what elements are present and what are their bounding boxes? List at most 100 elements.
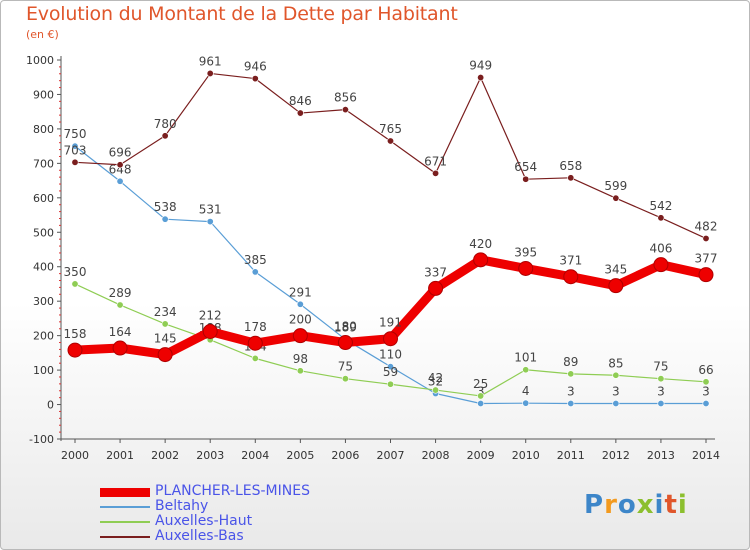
data-point xyxy=(432,386,440,394)
x-tick-label: 2004 xyxy=(241,449,269,462)
data-label: 66 xyxy=(698,363,713,377)
data-label: 946 xyxy=(244,60,267,74)
x-tick-label: 2012 xyxy=(602,449,630,462)
data-point xyxy=(296,300,304,308)
data-point xyxy=(563,269,579,285)
data-label: 406 xyxy=(649,242,672,256)
data-point xyxy=(612,371,620,379)
data-label: 765 xyxy=(379,122,402,136)
data-label: 658 xyxy=(559,159,582,173)
data-point xyxy=(157,347,173,363)
x-tick-label: 2007 xyxy=(377,449,405,462)
data-point xyxy=(653,257,669,273)
logo-letter: x xyxy=(636,490,655,520)
data-label: 180 xyxy=(334,320,357,334)
legend-swatch xyxy=(100,488,150,497)
x-tick-label: 2005 xyxy=(286,449,314,462)
data-label: 75 xyxy=(338,360,353,374)
data-point xyxy=(386,137,394,145)
data-point xyxy=(161,215,169,223)
data-point xyxy=(206,69,214,77)
chart-title: Evolution du Montant de la Dette par Hab… xyxy=(26,3,458,25)
data-label: 377 xyxy=(695,252,718,266)
y-tick-label: 300 xyxy=(33,295,54,308)
y-tick-label: 900 xyxy=(33,88,54,101)
y-tick-label: 800 xyxy=(33,123,54,136)
y-tick-label: 700 xyxy=(33,157,54,170)
data-point xyxy=(477,392,485,400)
data-point xyxy=(608,278,624,294)
data-point xyxy=(657,214,665,222)
data-label: 542 xyxy=(649,199,672,213)
data-point xyxy=(386,363,394,371)
proxiti-logo: Proxiti xyxy=(584,490,688,520)
y-tick-label: 0 xyxy=(47,399,54,412)
data-label: 671 xyxy=(424,154,447,168)
data-point xyxy=(702,234,710,242)
data-point xyxy=(473,252,489,268)
data-point xyxy=(341,375,349,383)
data-label: 4 xyxy=(522,384,530,398)
data-label: 385 xyxy=(244,253,267,267)
logo-letter: t xyxy=(664,490,678,520)
legend-label: Auxelles-Haut xyxy=(155,513,253,529)
data-label: 599 xyxy=(604,179,627,193)
data-point xyxy=(522,399,530,407)
y-tick-label: 600 xyxy=(33,192,54,205)
x-tick-label: 2013 xyxy=(647,449,675,462)
data-label: 291 xyxy=(289,285,312,299)
data-label: 3 xyxy=(477,385,485,399)
data-point xyxy=(251,75,259,83)
data-point xyxy=(112,340,128,356)
data-point xyxy=(296,109,304,117)
data-label: 750 xyxy=(64,127,87,141)
data-label: 178 xyxy=(244,320,267,334)
x-tick-label: 2002 xyxy=(151,449,179,462)
data-label: 482 xyxy=(695,219,718,233)
data-label: 856 xyxy=(334,91,357,105)
data-point xyxy=(386,380,394,388)
data-point xyxy=(567,174,575,182)
data-point xyxy=(161,320,169,328)
data-point xyxy=(202,324,218,340)
data-point xyxy=(161,132,169,140)
x-tick-label: 2009 xyxy=(467,449,495,462)
data-point xyxy=(71,280,79,288)
data-point xyxy=(477,400,485,408)
data-point xyxy=(71,142,79,150)
data-point xyxy=(567,370,575,378)
x-tick-label: 2006 xyxy=(331,449,359,462)
data-label: 703 xyxy=(64,143,87,157)
data-point xyxy=(251,268,259,276)
x-tick-label: 2000 xyxy=(61,449,89,462)
data-point xyxy=(522,175,530,183)
logo-letter: P xyxy=(584,490,605,520)
data-point xyxy=(612,194,620,202)
data-point xyxy=(702,378,710,386)
data-point xyxy=(518,260,534,276)
data-label: 85 xyxy=(608,356,623,370)
y-axis-unit: (en €) xyxy=(26,28,59,41)
legend-swatch xyxy=(100,521,150,523)
logo-letter: i xyxy=(677,490,688,520)
data-point xyxy=(251,354,259,362)
data-label: 189 xyxy=(334,320,357,334)
series-plancher-les-mines: 158 164 145 212 178 200 180 191 337 420 395 371 345 4… xyxy=(64,237,718,363)
data-label: 3 xyxy=(702,385,710,399)
data-label: 949 xyxy=(469,59,492,73)
x-tick-label: 2011 xyxy=(557,449,585,462)
data-point xyxy=(292,328,308,344)
data-label: 158 xyxy=(64,327,87,341)
data-point xyxy=(657,400,665,408)
x-tick-label: 2010 xyxy=(512,449,540,462)
legend-label: PLANCHER-LES-MINES xyxy=(155,483,310,499)
data-point xyxy=(657,375,665,383)
logo-letter: r xyxy=(604,490,618,520)
data-point xyxy=(477,74,485,82)
data-label: 961 xyxy=(199,54,222,68)
data-label: 3 xyxy=(567,385,575,399)
y-tick-label: 1000 xyxy=(26,54,54,67)
data-label: 234 xyxy=(154,305,177,319)
legend-label: Beltahy xyxy=(155,498,209,514)
